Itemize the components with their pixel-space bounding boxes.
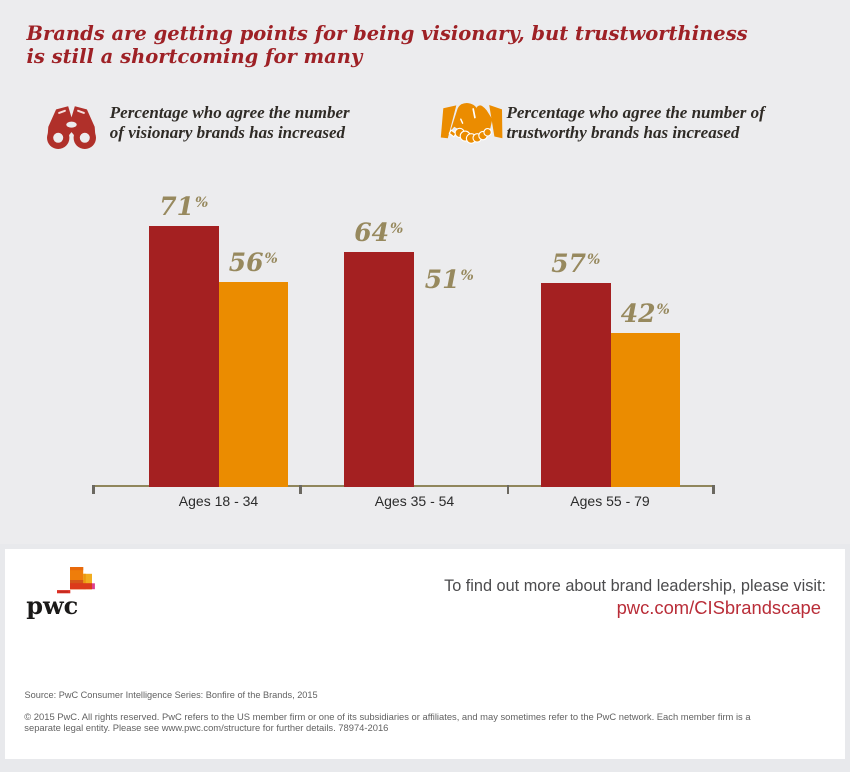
footer-card: pwc To find out more about brand leaders…: [5, 549, 845, 759]
visit-link[interactable]: pwc.com/CISbrandscape: [616, 597, 821, 619]
axis-tick-2: [299, 485, 302, 494]
value-label-71: 71%: [159, 192, 209, 222]
value-label-56: 56%: [228, 247, 278, 277]
category-label-group3: Ages 55 - 79: [570, 493, 650, 510]
bar-visionary-group2: [344, 252, 414, 488]
category-label-group1: Ages 18 - 34: [178, 493, 259, 510]
bar-trustworthy-group1: [218, 281, 288, 488]
source-text: Source: PwC Consumer Intelligence Series…: [24, 690, 318, 701]
pwc-logo-text: pwc: [26, 591, 79, 621]
pwc-logo-blocks-icon: [5, 549, 105, 604]
category-label-group2: Ages 35 - 54: [374, 493, 455, 510]
axis-tick-4: [712, 485, 715, 494]
bar-trustworthy-group3: [610, 332, 680, 488]
visit-text: To find out more about brand leadership,…: [444, 576, 826, 595]
bar-visionary-group1: [149, 226, 219, 488]
bar-visionary-group3: [541, 283, 611, 488]
page-title-line2: is still a shortcoming for many: [26, 45, 363, 69]
copyright-text: © 2015 PwC. All rights reserved. PwC ref…: [24, 711, 751, 734]
binoculars-icon: [47, 104, 96, 154]
chart-panel: Brands are getting points for being visi…: [26, 21, 765, 510]
legend-trustworthy-label: Percentage who agree the number of trust…: [506, 103, 765, 142]
axis-tick-1: [92, 485, 95, 494]
axis-tick-3: [506, 485, 509, 494]
value-label-57: 57%: [551, 249, 601, 279]
handshake-icon: [440, 102, 503, 150]
value-label-51: 51%: [424, 265, 474, 295]
legend-visionary-label: Percentage who agree the number of visio…: [109, 103, 350, 142]
value-label-64: 64%: [354, 218, 404, 248]
page-title-line1: Brands are getting points for being visi…: [26, 21, 748, 45]
pwc-logo: pwc: [5, 549, 115, 629]
value-label-42: 42%: [620, 298, 670, 328]
page-title: Brands are getting points for being visi…: [27, 22, 748, 69]
